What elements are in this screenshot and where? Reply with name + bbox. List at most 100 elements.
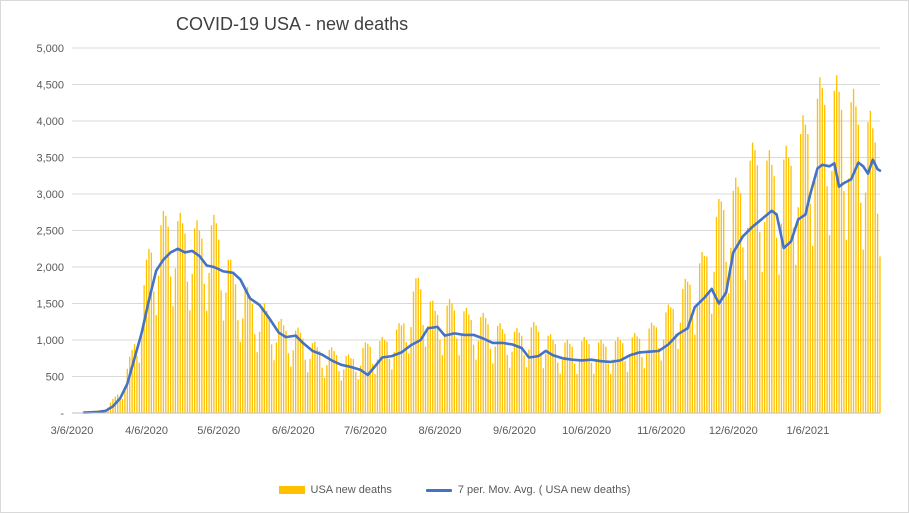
bar [711, 313, 713, 413]
x-axis: 3/6/2020 4/6/2020 5/6/2020 6/6/2020 7/6/2020… [51, 412, 880, 437]
bar [157, 275, 160, 413]
bar [422, 325, 424, 413]
bar [590, 362, 593, 413]
bar [181, 223, 184, 413]
bar [232, 274, 234, 413]
bar [684, 278, 686, 413]
bar [814, 181, 816, 413]
bar [780, 223, 783, 413]
bar [725, 261, 727, 413]
chart-title: COVID-19 USA - new deaths [176, 14, 409, 34]
bar [177, 221, 179, 413]
bar [453, 310, 456, 413]
bar [634, 333, 636, 413]
bar [359, 365, 362, 413]
bar [138, 362, 140, 413]
bar [718, 198, 720, 413]
bar [193, 228, 196, 413]
bar [679, 322, 682, 413]
bar [583, 336, 585, 413]
bar [622, 343, 624, 413]
bar [826, 186, 828, 413]
bar [201, 238, 203, 413]
bar [809, 203, 811, 413]
y-tick-label: 2,000 [36, 262, 64, 274]
bar [518, 332, 520, 413]
bar [482, 312, 484, 413]
bar [468, 314, 470, 413]
bar [415, 278, 417, 413]
bar [643, 368, 645, 413]
bar [388, 358, 391, 413]
bar [799, 134, 802, 414]
bar [701, 252, 703, 413]
bar [448, 299, 451, 413]
bar [395, 329, 398, 413]
bar [569, 343, 571, 413]
bar [369, 346, 371, 413]
bar [294, 330, 297, 413]
bar [807, 134, 809, 413]
bar [434, 310, 436, 413]
bar [836, 75, 838, 413]
bar [198, 230, 201, 413]
bar [299, 332, 302, 413]
bar [852, 88, 855, 413]
bar [391, 369, 393, 413]
bar [766, 160, 768, 413]
bar [403, 323, 405, 413]
bar [698, 263, 701, 413]
bar [557, 362, 559, 413]
bar [763, 222, 766, 413]
bar [350, 358, 352, 413]
bar [730, 247, 732, 413]
bar [636, 336, 638, 413]
bar [571, 346, 573, 413]
bar [465, 307, 468, 413]
bar-series-new-deaths [71, 75, 881, 414]
bar [715, 216, 718, 413]
bar [278, 321, 280, 413]
bar [845, 239, 847, 413]
bar [768, 150, 771, 413]
bar [393, 351, 395, 413]
bar [706, 256, 708, 413]
bar [869, 110, 872, 413]
bar [304, 359, 306, 413]
bar [309, 359, 311, 413]
bar [792, 227, 795, 413]
bar [619, 340, 621, 413]
bar [439, 340, 441, 413]
y-tick-label: 3,500 [36, 153, 64, 165]
bar [487, 324, 489, 413]
bar [496, 325, 499, 413]
x-tick-label: 11/6/2020 [637, 425, 685, 437]
bar [843, 191, 845, 413]
bar [581, 341, 583, 413]
bar [672, 308, 674, 413]
bar [677, 348, 679, 413]
bar [196, 220, 198, 413]
bar [732, 190, 734, 413]
bar [441, 355, 443, 413]
legend-swatch-line [425, 488, 452, 492]
bar [785, 145, 787, 413]
bar [280, 318, 282, 413]
bar [285, 330, 287, 413]
bar [739, 193, 742, 413]
bar [812, 245, 814, 413]
bar [311, 343, 314, 413]
bar [429, 301, 431, 413]
bar [554, 344, 557, 413]
bar [150, 252, 153, 413]
bar [744, 279, 746, 413]
bar [573, 363, 576, 413]
bar [646, 350, 648, 413]
bar [287, 353, 290, 413]
bar [357, 379, 359, 413]
bar [850, 102, 852, 413]
bar [545, 353, 547, 413]
bar [251, 304, 254, 413]
bar [148, 248, 150, 413]
bar [650, 322, 653, 413]
